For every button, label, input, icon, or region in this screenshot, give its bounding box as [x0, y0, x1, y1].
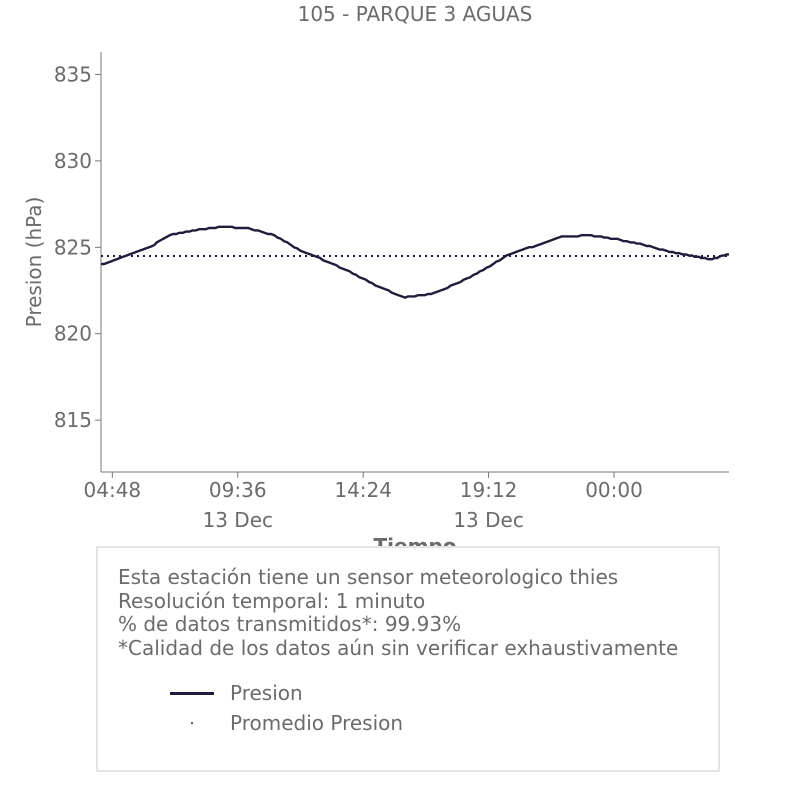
info-line-resolution: Resolución temporal: 1 minuto — [118, 588, 426, 613]
info-line-sensor: Esta estación tiene un sensor meteorolog… — [118, 565, 619, 589]
legend-dot-swatch — [170, 711, 214, 735]
legend-item-promedio: Promedio Presion — [170, 711, 403, 735]
x-tick-label: 04:48 — [84, 478, 142, 502]
legend-label-promedio: Promedio Presion — [230, 711, 404, 735]
y-tick-label: 820 — [54, 322, 92, 346]
x-tick-label: 14:24 — [334, 478, 392, 502]
legend-item-presion: Presion — [170, 681, 303, 705]
info-text: Esta estación tiene un sensor meteorolog… — [118, 565, 679, 660]
info-line-transmitted: % de datos transmitidos*: 99.93% — [118, 612, 462, 636]
x-tick-label: 09:36 — [209, 478, 267, 502]
x-tick-sublabel: 13 Dec — [202, 508, 273, 532]
axes — [100, 52, 729, 473]
y-tick-label: 835 — [54, 62, 92, 86]
y-ticks: 815 820 825 830 835 — [54, 62, 101, 432]
info-line-quality: *Calidad de los datos aún sin verificar … — [118, 635, 679, 660]
y-tick-label: 830 — [54, 149, 92, 173]
x-ticks: 04:48 09:36 13 Dec 14:24 19:12 13 Dec 00:00 — [84, 472, 643, 532]
chart-title: 105 - PARQUE 3 AGUAS — [298, 2, 533, 26]
info-box: Esta estación tiene un sensor meteorolog… — [96, 546, 720, 772]
y-tick-label: 815 — [54, 408, 92, 432]
legend-line-swatch — [170, 691, 214, 695]
x-tick-label: 19:12 — [460, 478, 518, 502]
series-group — [101, 225, 729, 299]
legend-label-presion: Presion — [230, 681, 303, 705]
x-tick-label: 00:00 — [585, 478, 643, 502]
x-tick-sublabel: 13 Dec — [453, 508, 524, 532]
series-line-presion — [101, 225, 729, 299]
y-axis-label: Presion (hPa) — [22, 197, 46, 328]
y-tick-label: 825 — [54, 235, 92, 259]
